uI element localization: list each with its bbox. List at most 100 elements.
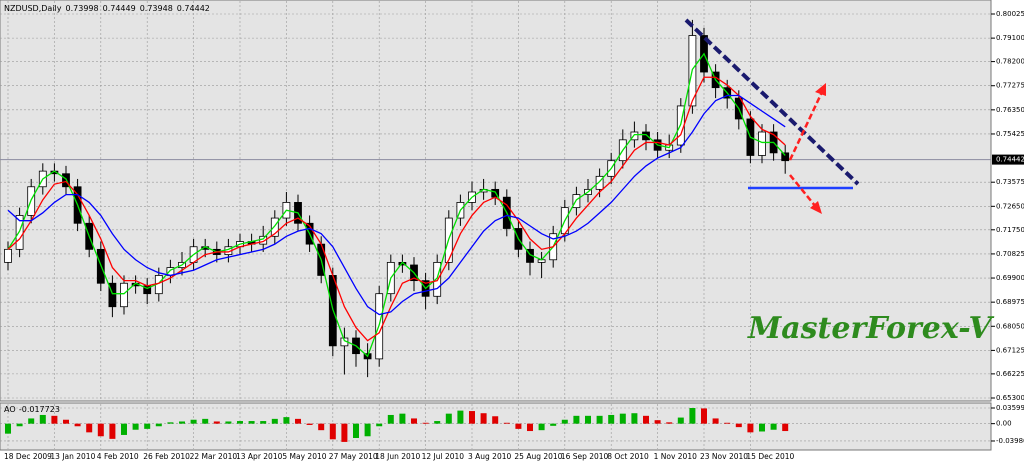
ao-bar xyxy=(190,419,197,424)
ao-bar xyxy=(469,411,475,424)
ao-bar xyxy=(724,422,731,424)
ao-bar xyxy=(283,417,290,424)
moving-average xyxy=(7,76,786,342)
arrow-down xyxy=(789,174,817,208)
ao-bar xyxy=(538,423,545,431)
ohlc-value: 0.73998 xyxy=(66,4,99,13)
trend-line xyxy=(684,18,860,186)
candle-body xyxy=(108,282,117,308)
y-tick-label: 0.78200 xyxy=(996,58,1024,66)
candle-body xyxy=(270,217,279,237)
arrow-up-head xyxy=(815,83,826,96)
ao-bar xyxy=(39,414,46,424)
ohlc-value: 0.74449 xyxy=(103,4,136,13)
ao-bar xyxy=(28,418,35,424)
ao-bar xyxy=(5,423,11,434)
candle-body xyxy=(781,152,790,162)
ao-bar xyxy=(399,413,406,424)
candle-body xyxy=(630,131,639,141)
x-tick-label: 18 Dec 2009 xyxy=(4,452,52,461)
y-tick-label: -0.03986 xyxy=(996,437,1024,445)
ao-bar xyxy=(155,423,162,427)
indicator-name: AO xyxy=(4,405,16,414)
candle-body xyxy=(595,175,604,190)
ao-bar xyxy=(631,413,638,424)
ao-bar xyxy=(318,423,325,431)
x-tick-label: 23 Nov 2010 xyxy=(700,452,748,461)
ao-bar xyxy=(51,415,58,424)
ao-bar xyxy=(237,421,243,424)
x-tick-label: 26 Feb 2010 xyxy=(143,452,190,461)
x-tick-label: 12 Jul 2010 xyxy=(422,452,465,461)
y-tick-label: 0.76350 xyxy=(996,106,1024,114)
current-price-label: 0.74442 xyxy=(996,156,1024,164)
ao-bar xyxy=(167,422,174,424)
ao-bar xyxy=(63,419,69,424)
ao-title: AO -0.017723 xyxy=(4,405,60,414)
moving-average xyxy=(7,94,786,316)
candle-body xyxy=(4,248,12,263)
ao-bar xyxy=(248,421,255,424)
ao-bar xyxy=(86,423,93,433)
indicator-value: -0.017723 xyxy=(19,405,60,414)
ao-bar xyxy=(527,423,533,432)
ao-bar xyxy=(735,423,742,428)
ao-bar xyxy=(585,415,591,424)
x-tick-label: 25 Aug 2010 xyxy=(514,452,562,461)
y-tick-label: 0.66225 xyxy=(996,370,1024,378)
ao-bar xyxy=(457,410,464,424)
ao-bar xyxy=(202,418,209,424)
x-tick-label: 15 Dec 2010 xyxy=(746,452,794,461)
x-tick-label: 5 May 2010 xyxy=(282,452,326,461)
current-price-box xyxy=(992,154,1024,165)
x-tick-label: 13 Jan 2010 xyxy=(50,452,95,461)
ao-bar xyxy=(132,423,139,430)
ao-bar xyxy=(341,423,348,442)
ao-bar xyxy=(74,423,81,427)
ao-bar xyxy=(666,422,673,424)
x-tick-label: 16 Sep 2010 xyxy=(561,452,609,461)
ao-bar xyxy=(260,421,267,424)
ao-bar xyxy=(492,416,499,424)
x-tick-label: 8 Oct 2010 xyxy=(607,452,649,461)
ao-bar xyxy=(376,423,383,427)
ao-bar xyxy=(353,423,359,438)
y-tick-label: 0.75425 xyxy=(996,130,1024,138)
ao-bar xyxy=(515,423,522,429)
ao-bar xyxy=(770,423,777,430)
candle-body xyxy=(120,282,128,308)
ao-bar xyxy=(689,408,696,424)
x-tick-label: 3 Aug 2010 xyxy=(468,452,511,461)
watermark: MasterForex-V xyxy=(747,311,994,346)
ao-bar xyxy=(109,423,116,439)
ao-bar xyxy=(701,408,707,424)
y-tick-label: 0.70825 xyxy=(996,250,1024,258)
y-tick-label: 0.00 xyxy=(996,420,1012,428)
ao-bar xyxy=(445,413,452,424)
y-tick-label: 0.73575 xyxy=(996,178,1024,186)
ao-bar xyxy=(144,423,151,429)
ao-bar xyxy=(608,414,615,424)
y-tick-label: 0.68050 xyxy=(996,322,1024,330)
ao-bar xyxy=(434,421,441,424)
ao-bar xyxy=(480,413,487,424)
ao-bar xyxy=(619,413,626,424)
ao-bar xyxy=(747,423,754,433)
y-tick-label: 0.65300 xyxy=(996,394,1024,402)
x-tick-label: 27 May 2010 xyxy=(329,452,378,461)
y-tick-label: 0.77275 xyxy=(996,82,1024,90)
arrow-up xyxy=(788,91,824,161)
ao-bar xyxy=(213,421,220,424)
ao-bar xyxy=(573,415,580,424)
y-tick-label: 0.69900 xyxy=(996,274,1024,282)
x-tick-label: 22 Mar 2010 xyxy=(190,452,238,461)
ao-bar xyxy=(411,418,417,424)
y-tick-label: 0.67125 xyxy=(996,346,1024,354)
x-tick-label: 4 Feb 2010 xyxy=(97,452,139,461)
candle-body xyxy=(758,131,766,156)
x-tick-label: 18 Jun 2010 xyxy=(375,452,420,461)
chart-title: NZDUSD,Daily 0.73998 0.74449 0.73948 0.74442 xyxy=(4,4,210,13)
ao-bar xyxy=(121,423,127,435)
ao-bar xyxy=(364,423,371,437)
